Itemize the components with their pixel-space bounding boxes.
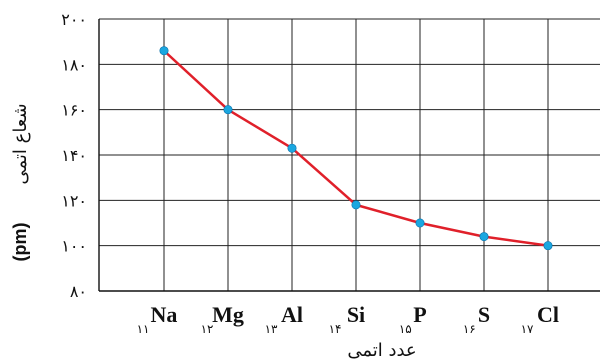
x-tick-3: Si ۱۴	[329, 302, 366, 336]
y-tick-label-2: ۱۲۰	[61, 191, 87, 210]
series-markers	[159, 46, 553, 251]
x-tick-atomic-number-3: ۱۴	[329, 322, 342, 336]
x-tick-atomic-number-2: ۱۳	[265, 322, 278, 336]
x-tick-label-3: Si	[347, 302, 365, 327]
x-tick-label-5: S	[478, 302, 490, 327]
y-tick-label-6: ۲۰۰	[61, 10, 87, 29]
y-tick-label-1: ۱۰۰	[61, 237, 87, 256]
data-point-Cl	[543, 241, 553, 251]
x-tick-atomic-number-1: ۱۲	[201, 322, 214, 336]
x-tick-label-0: Na	[151, 302, 178, 327]
x-tick-4: P۱۵	[399, 302, 427, 336]
x-axis-title: عدد اتمی	[347, 340, 416, 361]
x-tick-label-4: P	[413, 302, 426, 327]
y-axis-title-group: (pm) شعاع اتمی	[10, 103, 31, 261]
y-tick-label-3: ۱۴۰	[61, 146, 87, 165]
data-point-Si	[351, 200, 361, 210]
x-tick-atomic-number-6: ۱۷	[521, 322, 534, 336]
x-tick-label-2: Al	[281, 302, 303, 327]
x-tick-atomic-number-5: ۱۶	[463, 322, 476, 336]
data-point-Mg	[223, 105, 233, 115]
x-tick-label-1: Mg	[212, 302, 244, 327]
x-tick-5: S۱۶	[463, 302, 490, 336]
x-tick-label-6: Cl	[537, 302, 559, 327]
y-tick-label-5: ۱۸۰	[61, 55, 87, 74]
data-point-Na	[159, 46, 169, 56]
y-tick-label-0: ۸۰	[70, 282, 87, 301]
y-axis-title: شعاع اتمی	[10, 103, 31, 184]
x-tick-atomic-number-4: ۱۵	[399, 322, 412, 336]
y-tick-label-4: ۱۶۰	[61, 101, 87, 120]
data-point-Al	[287, 143, 297, 153]
data-point-S	[479, 232, 489, 242]
data-point-P	[415, 218, 425, 228]
x-tick-atomic-number-0: ۱۱	[137, 322, 150, 336]
y-axis-unit: (pm)	[10, 223, 30, 262]
y-axis-ticks: ۸۰ ۱۰۰ ۱۲۰ ۱۴۰ ۱۶۰ ۱۸۰ ۲۰۰	[61, 10, 87, 301]
